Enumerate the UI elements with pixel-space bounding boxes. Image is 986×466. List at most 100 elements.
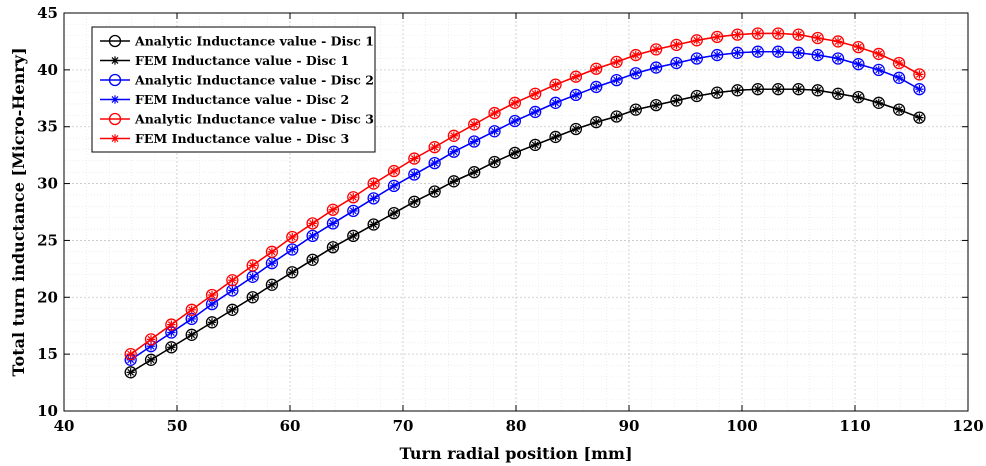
data-point-circle xyxy=(226,303,239,316)
data-point-circle xyxy=(165,341,178,354)
data-point-circle xyxy=(610,110,623,123)
data-point-circle xyxy=(508,96,522,109)
y-tick-label: 35 xyxy=(37,118,58,136)
data-point-star xyxy=(672,96,681,105)
legend-label: Analytic Inductance value - Disc 2 xyxy=(134,73,374,88)
data-point-star xyxy=(813,33,822,43)
data-point-circle xyxy=(610,73,623,87)
data-point-circle xyxy=(913,83,926,96)
legend-label: Analytic Inductance value - Disc 3 xyxy=(134,112,374,127)
data-point-star xyxy=(631,69,640,78)
data-point-star xyxy=(794,48,803,57)
data-point-circle xyxy=(670,56,683,70)
x-tick-label: 50 xyxy=(167,417,188,435)
data-point-circle xyxy=(468,118,481,131)
data-point-star xyxy=(813,50,822,60)
data-point-circle xyxy=(569,88,583,102)
data-point-star xyxy=(267,258,277,268)
data-point-star xyxy=(207,318,217,327)
data-point-star xyxy=(874,65,883,75)
legend-label: Analytic Inductance value - Disc 1 xyxy=(134,34,374,49)
legend-entry: FEM Inductance value - Disc 1 xyxy=(100,53,349,68)
data-point-circle xyxy=(185,303,198,316)
data-point-circle xyxy=(892,56,906,70)
data-point-star xyxy=(207,299,217,309)
data-point-star xyxy=(126,349,135,359)
data-point-circle xyxy=(226,284,239,297)
data-point-circle xyxy=(852,40,865,54)
data-point-star xyxy=(631,50,640,60)
y-tick-label: 15 xyxy=(37,345,58,363)
data-point-star xyxy=(510,148,520,158)
data-point-circle xyxy=(144,333,158,346)
data-point-circle xyxy=(286,266,299,279)
data-point-star xyxy=(228,276,237,285)
data-point-circle xyxy=(387,206,401,220)
data-point-circle xyxy=(428,141,441,154)
x-tick-label: 70 xyxy=(393,417,414,435)
data-point-star xyxy=(753,29,763,38)
data-point-circle xyxy=(185,328,198,341)
data-point-circle xyxy=(226,274,239,287)
data-point-star xyxy=(631,105,640,114)
data-point-circle xyxy=(892,71,906,84)
series-2 xyxy=(126,84,924,377)
data-point-circle xyxy=(670,38,683,51)
data-point-star xyxy=(833,89,843,98)
data-point-star xyxy=(712,32,722,42)
plot-series xyxy=(124,27,926,379)
data-point-circle xyxy=(408,195,421,208)
data-point-circle xyxy=(569,70,583,83)
data-point-circle xyxy=(387,179,401,192)
data-point-circle xyxy=(306,217,319,230)
data-point-circle xyxy=(690,89,703,103)
data-point-star xyxy=(430,142,439,152)
data-point-star xyxy=(490,108,499,118)
legend-label: FEM Inductance value - Disc 2 xyxy=(135,92,349,107)
data-point-star xyxy=(672,58,681,68)
data-point-circle xyxy=(892,103,906,116)
data-point-star xyxy=(288,232,297,242)
x-tick-label: 100 xyxy=(726,417,757,435)
data-point-star xyxy=(449,177,459,186)
legend-entry: FEM Inductance value - Disc 3 xyxy=(100,131,349,146)
data-point-circle xyxy=(205,316,219,329)
data-point-star xyxy=(288,268,297,277)
data-point-circle xyxy=(670,94,683,107)
data-point-star xyxy=(430,158,439,168)
data-point-star xyxy=(389,181,399,191)
data-point-star xyxy=(328,243,338,252)
data-point-star xyxy=(510,98,520,108)
data-point-star xyxy=(733,86,742,95)
data-point-star xyxy=(712,88,722,97)
data-point-star xyxy=(449,131,459,141)
data-point-star xyxy=(389,166,399,176)
data-point-circle xyxy=(811,31,824,45)
data-point-star xyxy=(349,193,358,202)
data-point-star xyxy=(733,48,742,57)
data-point-star xyxy=(146,335,156,344)
data-point-circle xyxy=(306,229,319,243)
series-4 xyxy=(126,47,924,365)
data-point-star xyxy=(854,59,863,69)
data-point-circle xyxy=(447,145,461,158)
data-point-star xyxy=(349,231,358,241)
data-point-star xyxy=(248,272,257,282)
data-point-circle xyxy=(387,164,401,178)
data-point-star xyxy=(894,105,904,114)
data-point-star xyxy=(874,49,883,59)
tick-marks xyxy=(63,12,969,412)
data-point-circle xyxy=(852,90,865,104)
data-point-star xyxy=(833,37,843,46)
data-point-star xyxy=(308,231,317,241)
data-point-circle xyxy=(549,130,562,144)
data-point-circle xyxy=(488,106,501,120)
data-point-circle xyxy=(590,116,603,129)
data-point-star xyxy=(126,368,135,377)
x-tick-label: 110 xyxy=(839,417,870,435)
data-point-star xyxy=(915,113,924,122)
data-point-circle xyxy=(468,135,481,148)
data-point-circle xyxy=(913,111,926,124)
data-point-star xyxy=(592,64,601,73)
data-point-star xyxy=(874,98,883,108)
